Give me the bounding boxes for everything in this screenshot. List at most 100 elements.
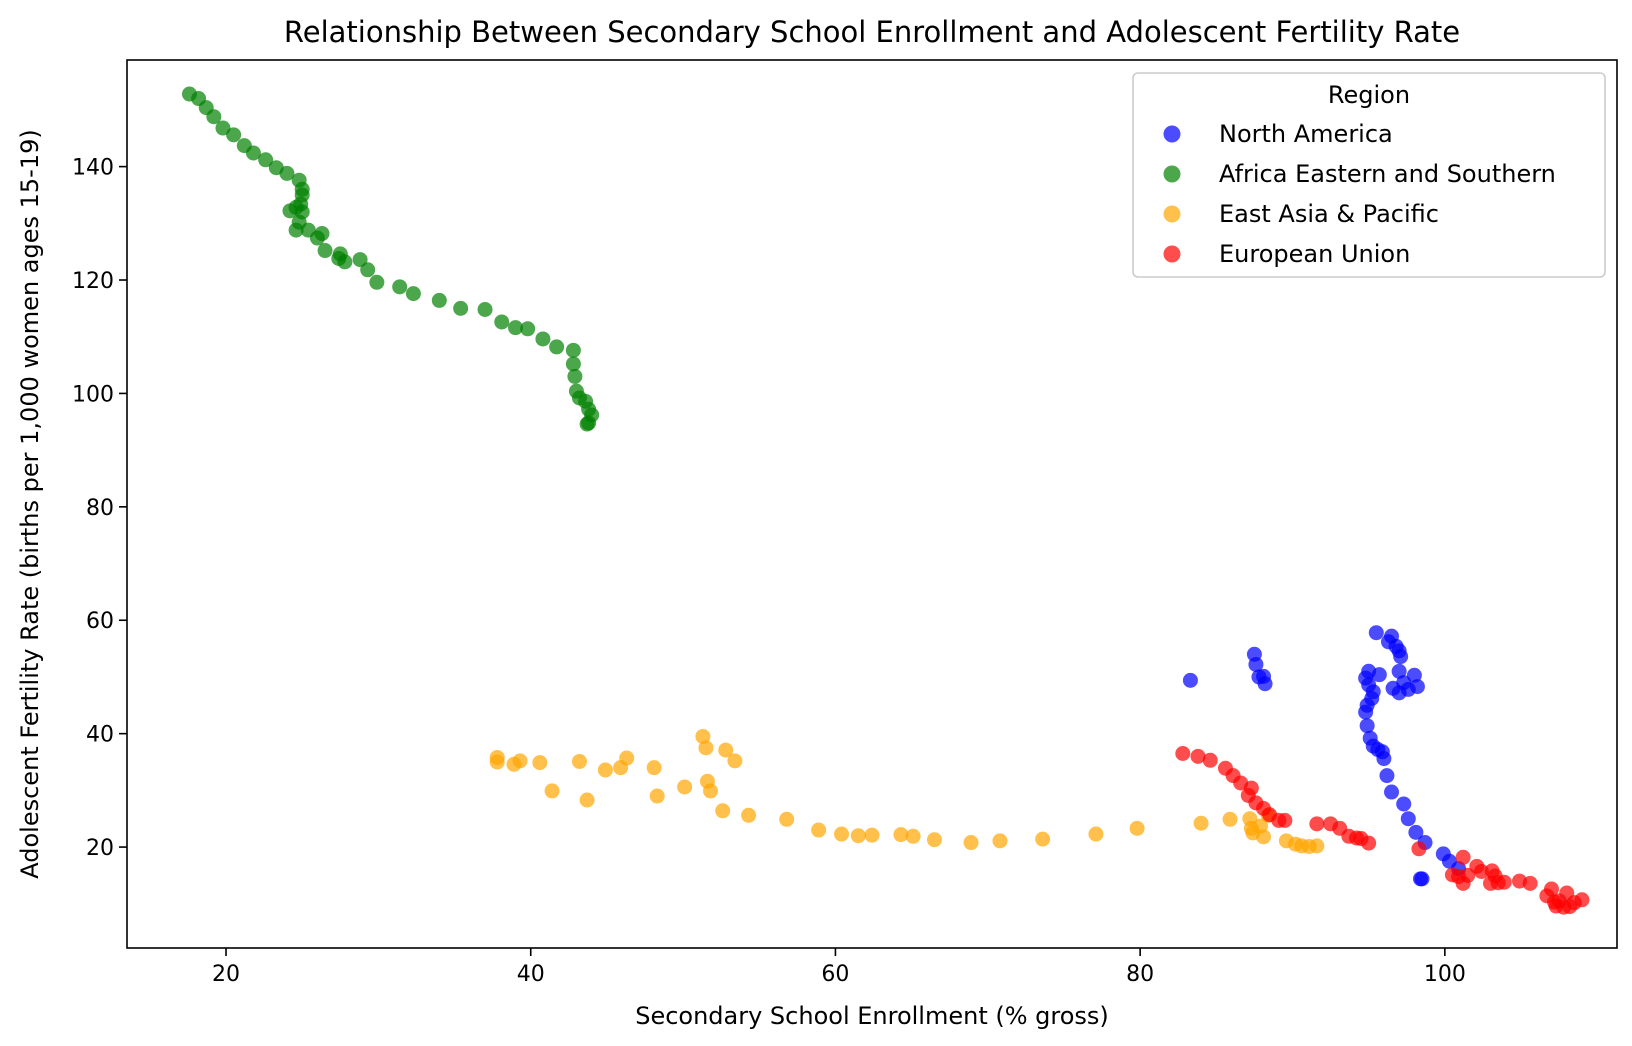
chart-title: Relationship Between Secondary School En… <box>284 15 1460 49</box>
x-tick-label-2: 60 <box>821 962 849 987</box>
data-point-s3-32 <box>1496 874 1512 890</box>
data-point-s2-6 <box>571 753 587 769</box>
y-tick-label-6: 140 <box>72 156 114 181</box>
y-tick-label-2: 60 <box>86 609 114 634</box>
legend-title: Region <box>1328 81 1410 109</box>
data-point-s1-23 <box>317 243 333 259</box>
data-point-s3-20 <box>1411 841 1427 857</box>
data-point-s1-27 <box>352 252 368 268</box>
data-points-layer <box>181 86 1590 915</box>
data-point-s1-3 <box>206 109 222 125</box>
data-point-s1-26 <box>337 254 353 270</box>
data-point-s1-10 <box>279 165 295 181</box>
data-point-s0-20 <box>1371 667 1387 683</box>
data-point-s2-29 <box>926 832 942 848</box>
data-point-s1-16 <box>282 203 298 219</box>
legend-marker-3 <box>1163 245 1181 263</box>
y-tick-label-3: 80 <box>86 496 114 521</box>
data-point-s3-27 <box>1473 863 1489 879</box>
legend-marker-1 <box>1163 165 1181 183</box>
data-point-s2-23 <box>811 822 827 838</box>
data-point-s3-44 <box>1574 892 1590 908</box>
data-point-s1-29 <box>369 274 385 290</box>
data-point-s0-34 <box>1384 784 1400 800</box>
data-point-s2-20 <box>727 753 743 769</box>
data-point-s2-27 <box>893 827 909 843</box>
data-point-s1-4 <box>215 120 231 136</box>
data-point-s2-22 <box>779 811 795 827</box>
data-point-s3-19 <box>1361 835 1377 851</box>
data-point-s2-7 <box>579 792 595 808</box>
y-axis-ticks: 20 40 60 80 100 120 140 <box>72 156 127 861</box>
data-point-s1-39 <box>549 339 565 355</box>
data-point-s2-24 <box>834 826 850 842</box>
data-point-s2-21 <box>741 807 757 823</box>
data-point-s2-11 <box>646 760 662 776</box>
data-point-s1-7 <box>245 145 261 161</box>
data-point-s1-36 <box>507 320 523 336</box>
data-point-s3-1 <box>1190 748 1206 764</box>
x-tick-label-0: 20 <box>212 962 240 987</box>
data-point-s1-30 <box>392 279 408 295</box>
data-point-s2-28 <box>905 828 921 844</box>
legend-marker-2 <box>1163 205 1181 223</box>
data-point-s2-35 <box>1193 815 1209 831</box>
data-point-s0-33 <box>1379 768 1395 784</box>
y-axis-label: Adolescent Fertility Rate (births per 1,… <box>16 129 44 878</box>
y-tick-label-5: 120 <box>72 269 114 294</box>
x-tick-label-4: 100 <box>1424 962 1466 987</box>
data-point-s1-49 <box>579 416 595 432</box>
y-tick-label-4: 100 <box>72 382 114 407</box>
x-tick-label-3: 80 <box>1126 962 1154 987</box>
data-point-s3-23 <box>1455 849 1471 865</box>
data-point-s2-34 <box>1129 820 1145 836</box>
data-point-s3-34 <box>1522 875 1538 891</box>
legend-label-3: European Union <box>1219 240 1410 268</box>
data-point-s1-34 <box>477 302 493 318</box>
data-point-s1-28 <box>360 262 376 278</box>
data-point-s2-1 <box>489 754 505 770</box>
data-point-s0-32 <box>1376 751 1392 767</box>
data-point-s2-17 <box>703 783 719 799</box>
x-axis-ticks: 20 40 60 80 100 <box>212 948 1466 987</box>
data-point-s0-6 <box>1368 625 1384 641</box>
y-tick-label-0: 20 <box>86 836 114 861</box>
data-point-s1-32 <box>431 292 447 308</box>
data-point-s1-19 <box>288 222 304 238</box>
legend-box <box>1132 72 1606 278</box>
data-point-s0-37 <box>1408 824 1424 840</box>
data-point-s0-35 <box>1396 796 1412 812</box>
data-point-s2-41 <box>1256 829 1272 845</box>
data-point-s2-30 <box>963 835 979 851</box>
data-point-s2-8 <box>597 762 613 778</box>
data-point-s3-2 <box>1202 752 1218 768</box>
data-point-s1-31 <box>405 286 421 302</box>
data-point-s2-3 <box>512 753 528 769</box>
data-point-s2-26 <box>864 827 880 843</box>
data-point-s3-12 <box>1277 812 1293 828</box>
data-point-s2-14 <box>695 728 711 744</box>
x-tick-label-1: 40 <box>517 962 545 987</box>
y-tick-label-1: 40 <box>86 723 114 748</box>
data-point-s2-25 <box>850 828 866 844</box>
legend-items: North America Africa Eastern and Southern… <box>1163 120 1556 268</box>
data-point-s3-13 <box>1309 816 1325 832</box>
data-point-s2-36 <box>1222 811 1238 827</box>
data-point-s1-8 <box>258 152 274 168</box>
data-point-s1-37 <box>520 321 536 337</box>
data-point-s1-5 <box>226 127 242 143</box>
x-axis-label: Secondary School Enrollment (% gross) <box>635 1002 1109 1030</box>
data-point-s2-13 <box>677 779 693 795</box>
data-point-s2-19 <box>718 742 734 758</box>
data-point-s2-12 <box>649 788 665 804</box>
data-point-s0-11 <box>1393 649 1409 665</box>
data-point-s3-25 <box>1460 867 1476 883</box>
data-point-s2-32 <box>1035 831 1051 847</box>
data-point-s2-31 <box>992 833 1008 849</box>
legend-marker-0 <box>1163 125 1181 143</box>
data-point-s2-4 <box>532 755 548 771</box>
legend-label-0: North America <box>1219 120 1393 148</box>
data-point-s0-36 <box>1400 811 1416 827</box>
data-point-s0-26 <box>1358 704 1374 720</box>
